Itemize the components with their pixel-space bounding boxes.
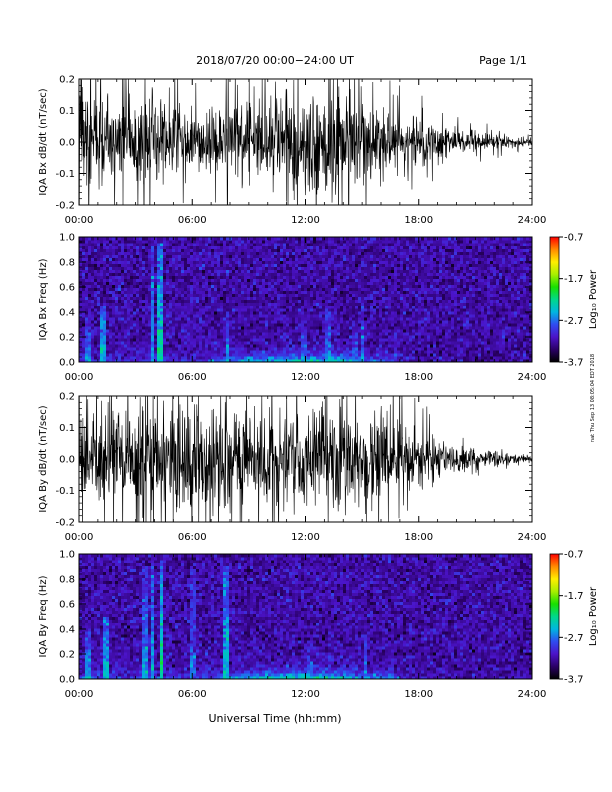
y-tick-label: 0.8 [59, 575, 75, 586]
colorbar-label: Log₁₀ Power [588, 586, 599, 646]
x-tick-label: 12:00 [291, 372, 320, 383]
x-tick-label: 18:00 [404, 215, 433, 226]
y-tick-label: 0.0 [59, 358, 75, 369]
colorbar-tick-label: -0.7 [564, 233, 584, 244]
x-tick-label: 00:00 [65, 372, 94, 383]
y-tick-label: 0.6 [59, 600, 75, 611]
spectrogram-panel-1: 0.0 0.2 0.4 0.6 0.8 1.0 IQA Bx Freq (Hz) 00:00 0… [38, 233, 599, 384]
spectrogram-cells [79, 237, 533, 363]
y-tick-label: -0.1 [55, 169, 75, 180]
y-tick-label: 1.0 [59, 550, 75, 561]
timeseries-panel-0: -0.2 -0.1 0.0 0.1 0.2 IQA Bx dB/dt (nT/sec) 00… [38, 75, 547, 227]
x-tick-label: 00:00 [65, 532, 94, 543]
y-tick-label: 0.0 [59, 675, 75, 686]
y-tick-label: 0.0 [59, 138, 75, 149]
y-tick-label: 0.1 [59, 106, 75, 117]
y-tick-label: 0.8 [59, 258, 75, 269]
spectrogram-cells [79, 554, 533, 680]
y-tick-label: 0.2 [59, 333, 75, 344]
y-axis-label: IQA By dB/dt (nT/sec) [38, 405, 49, 512]
y-tick-label: 0.2 [59, 75, 75, 86]
y-tick-label: -0.2 [55, 201, 75, 212]
spectrogram-panel-3: 0.0 0.2 0.4 0.6 0.8 1.0 IQA By Freq (Hz) 00:00 0… [38, 550, 599, 701]
waveform-series [79, 79, 532, 205]
x-tick-label: 00:00 [65, 689, 94, 700]
colorbar-tick-label: -2.7 [564, 633, 584, 644]
page-number: Page 1/1 [479, 54, 527, 67]
y-tick-label: -0.2 [55, 518, 75, 529]
y-axis-label: IQA Bx Freq (Hz) [38, 258, 49, 340]
x-tick-label: 06:00 [178, 372, 207, 383]
x-tick-label: 24:00 [518, 689, 547, 700]
colorbar [549, 236, 560, 363]
x-tick-label: 06:00 [178, 532, 207, 543]
timeseries-panel-2: -0.2 -0.1 0.0 0.1 0.2 IQA By dB/dt (nT/sec) 00… [38, 392, 547, 544]
page-title: 2018/07/20 00:00−24:00 UT [196, 54, 354, 67]
x-tick-label: 06:00 [178, 689, 207, 700]
y-axis-label: IQA By Freq (Hz) [38, 575, 49, 657]
colorbar-label: Log₁₀ Power [588, 269, 599, 329]
y-tick-label: 0.2 [59, 392, 75, 403]
waveform-series [79, 396, 532, 522]
x-axis-label: Universal Time (hh:mm) [209, 712, 342, 725]
y-tick-label: 0.1 [59, 423, 75, 434]
side-note: nat Thu Sep 13 08:05:04 EDT 2018 [590, 354, 596, 442]
colorbar-tick-label: -0.7 [564, 550, 584, 561]
y-tick-label: 0.6 [59, 283, 75, 294]
colorbar-tick-label: -3.7 [564, 675, 584, 686]
x-tick-label: 24:00 [518, 372, 547, 383]
y-tick-label: 0.4 [59, 625, 75, 636]
panels: -0.2 -0.1 0.0 0.1 0.2 IQA Bx dB/dt (nT/sec) 00… [38, 75, 599, 701]
colorbar-tick-label: -2.7 [564, 316, 584, 327]
x-tick-label: 18:00 [404, 689, 433, 700]
x-tick-label: 00:00 [65, 215, 94, 226]
colorbar [549, 553, 560, 680]
y-tick-label: 0.0 [59, 455, 75, 466]
x-tick-label: 12:00 [291, 689, 320, 700]
x-tick-label: 18:00 [404, 532, 433, 543]
x-tick-label: 12:00 [291, 532, 320, 543]
x-tick-label: 06:00 [178, 215, 207, 226]
y-axis-label: IQA Bx dB/dt (nT/sec) [38, 88, 49, 195]
y-tick-label: 1.0 [59, 233, 75, 244]
y-tick-label: -0.1 [55, 486, 75, 497]
colorbar-tick-label: -1.7 [564, 591, 584, 602]
colorbar-tick-label: -3.7 [564, 358, 584, 369]
x-tick-label: 12:00 [291, 215, 320, 226]
x-tick-label: 18:00 [404, 372, 433, 383]
colorbar-tick-label: -1.7 [564, 274, 584, 285]
x-tick-label: 24:00 [518, 532, 547, 543]
y-tick-label: 0.4 [59, 308, 75, 319]
y-tick-label: 0.2 [59, 650, 75, 661]
x-tick-label: 24:00 [518, 215, 547, 226]
